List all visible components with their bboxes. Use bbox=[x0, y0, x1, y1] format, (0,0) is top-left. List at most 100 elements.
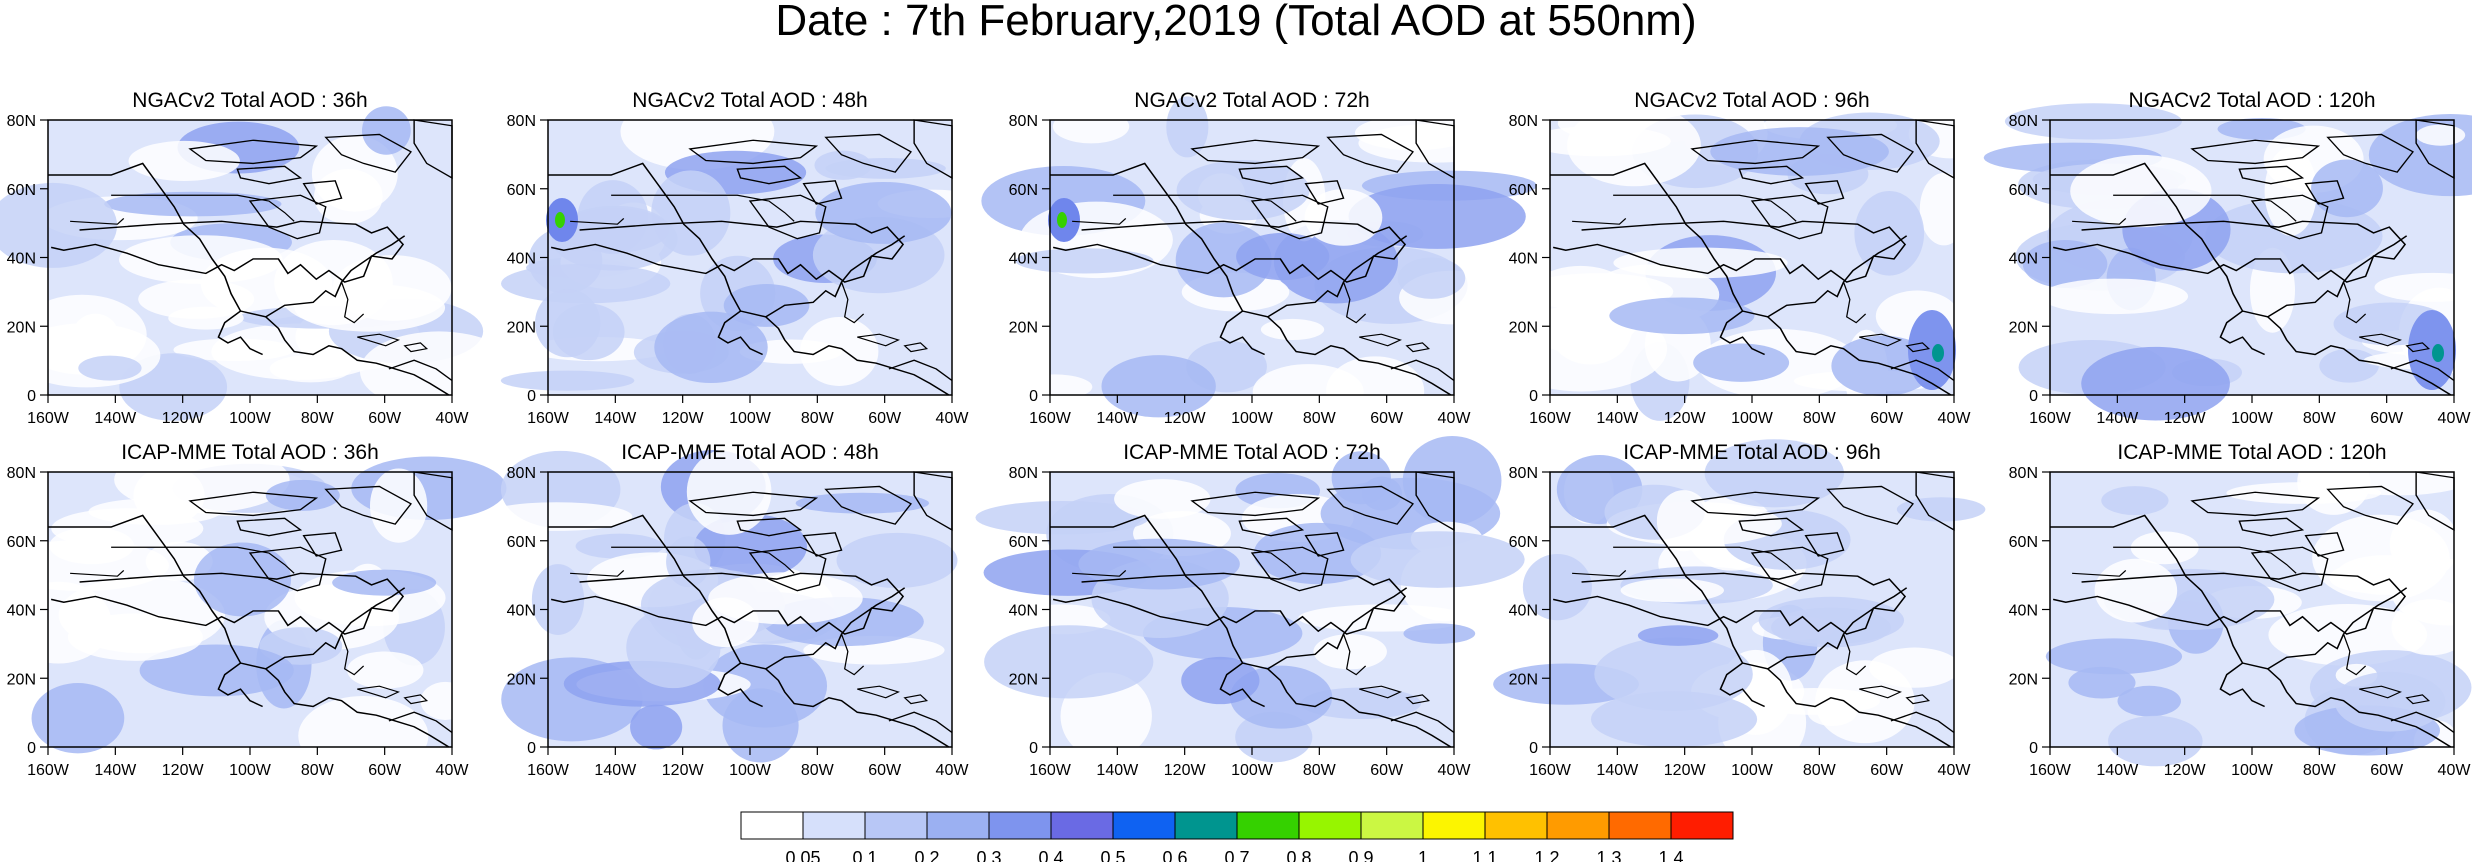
panel-title: NGACv2 Total AOD : 48h bbox=[632, 89, 867, 112]
lon-tick-label: 80W bbox=[1303, 762, 1337, 779]
lat-tick-label: 80N bbox=[1009, 465, 1038, 482]
lon-tick-label: 60W bbox=[368, 410, 402, 427]
lat-tick-label: 0 bbox=[2029, 740, 2038, 757]
lat-tick-label: 0 bbox=[27, 388, 36, 405]
lon-tick-label: 160W bbox=[527, 762, 570, 779]
lat-tick-label: 60N bbox=[2009, 182, 2038, 199]
lat-tick-label: 20N bbox=[1509, 319, 1538, 336]
colorbar-swatch bbox=[1050, 811, 1114, 840]
lat-tick-label: 80N bbox=[7, 465, 36, 482]
lon-tick-label: 140W bbox=[594, 762, 637, 779]
lon-tick-label: 60W bbox=[1370, 410, 1404, 427]
colorbar-swatch bbox=[1174, 811, 1238, 840]
colorbar-label: 1.2 bbox=[1534, 848, 1559, 862]
lon-tick-label: 40W bbox=[1438, 762, 1472, 779]
lat-tick-label: 40N bbox=[1509, 603, 1538, 620]
colorbar-swatch bbox=[1608, 811, 1672, 840]
lat-tick-label: 20N bbox=[7, 671, 36, 688]
lon-tick-label: 160W bbox=[1529, 762, 1572, 779]
lon-tick-label: 160W bbox=[2029, 762, 2072, 779]
lon-tick-label: 120W bbox=[1164, 410, 1207, 427]
lat-tick-label: 60N bbox=[7, 534, 36, 551]
map-panel: NGACv2 Total AOD : 48h 0 20N 40N 60N 80N 160W 1… bbox=[500, 89, 987, 427]
colorbar-label: 0.1 bbox=[852, 848, 877, 862]
colorbar-swatch bbox=[1422, 811, 1486, 840]
lat-tick-label: 80N bbox=[2009, 465, 2038, 482]
lon-tick-label: 120W bbox=[1664, 762, 1707, 779]
lat-tick-label: 0 bbox=[527, 388, 536, 405]
colorbar-swatch bbox=[1236, 811, 1300, 840]
lon-tick-label: 80W bbox=[1803, 762, 1837, 779]
lon-tick-label: 140W bbox=[94, 410, 137, 427]
lat-tick-label: 80N bbox=[1509, 465, 1538, 482]
lon-tick-label: 120W bbox=[162, 410, 205, 427]
lat-tick-label: 20N bbox=[2009, 319, 2038, 336]
lon-tick-label: 160W bbox=[1029, 410, 1072, 427]
lon-tick-label: 40W bbox=[1938, 762, 1972, 779]
lat-tick-label: 20N bbox=[7, 319, 36, 336]
lat-tick-label: 0 bbox=[1029, 740, 1038, 757]
lon-tick-label: 60W bbox=[1870, 410, 1904, 427]
map-panel: ICAP-MME Total AOD : 72h 0 20N 40N 60N 80N 160… bbox=[975, 436, 1525, 779]
lon-tick-label: 40W bbox=[936, 410, 970, 427]
panel-title: NGACv2 Total AOD : 36h bbox=[132, 89, 367, 112]
lon-tick-label: 100W bbox=[729, 762, 772, 779]
lon-tick-label: 80W bbox=[801, 762, 835, 779]
lon-tick-label: 120W bbox=[2164, 762, 2207, 779]
lon-tick-label: 80W bbox=[1803, 410, 1837, 427]
lat-tick-label: 60N bbox=[507, 182, 536, 199]
lat-tick-label: 40N bbox=[7, 603, 36, 620]
colorbar-label: 0.6 bbox=[1162, 848, 1187, 862]
map-panel: ICAP-MME Total AOD : 96h 0 20N 40N 60N 80N 160… bbox=[1493, 439, 1986, 779]
lon-tick-label: 60W bbox=[868, 410, 902, 427]
lat-tick-label: 20N bbox=[507, 319, 536, 336]
lon-tick-label: 100W bbox=[229, 762, 272, 779]
lon-tick-label: 60W bbox=[1370, 762, 1404, 779]
colorbar-label: 0.7 bbox=[1224, 848, 1249, 862]
colorbar-swatch bbox=[1112, 811, 1176, 840]
lat-tick-label: 40N bbox=[2009, 251, 2038, 268]
lon-tick-label: 40W bbox=[436, 762, 470, 779]
colorbar-swatch bbox=[802, 811, 866, 840]
lon-tick-label: 60W bbox=[1870, 762, 1904, 779]
lat-tick-label: 40N bbox=[507, 251, 536, 268]
panel-title: NGACv2 Total AOD : 96h bbox=[1634, 89, 1869, 112]
lon-tick-label: 40W bbox=[1438, 410, 1472, 427]
lon-tick-label: 40W bbox=[436, 410, 470, 427]
lon-tick-label: 140W bbox=[2096, 762, 2139, 779]
colorbar-swatch bbox=[1298, 811, 1362, 840]
panel-title: ICAP-MME Total AOD : 72h bbox=[1123, 441, 1381, 464]
colorbar-label: 0.8 bbox=[1286, 848, 1311, 862]
colorbar-label: 1.3 bbox=[1596, 848, 1621, 862]
lat-tick-label: 0 bbox=[527, 740, 536, 757]
lon-tick-label: 120W bbox=[1164, 762, 1207, 779]
figure-title: Date : 7th February,2019 (Total AOD at 5… bbox=[775, 0, 1697, 45]
colorbar-label: 0.4 bbox=[1038, 848, 1063, 862]
panel-title: ICAP-MME Total AOD : 120h bbox=[2117, 441, 2386, 464]
lat-tick-label: 40N bbox=[1009, 251, 1038, 268]
panel-title: NGACv2 Total AOD : 120h bbox=[2128, 89, 2375, 112]
lon-tick-label: 80W bbox=[801, 410, 835, 427]
lat-tick-label: 40N bbox=[507, 603, 536, 620]
lon-tick-label: 140W bbox=[1596, 410, 1639, 427]
lon-tick-label: 120W bbox=[162, 762, 205, 779]
map-panel: NGACv2 Total AOD : 36h 0 20N 40N 60N 80N 160W 1… bbox=[0, 89, 518, 427]
lon-tick-label: 40W bbox=[936, 762, 970, 779]
lon-tick-label: 140W bbox=[94, 762, 137, 779]
lat-tick-label: 60N bbox=[2009, 534, 2038, 551]
lon-tick-label: 120W bbox=[1664, 410, 1707, 427]
map-panel: NGACv2 Total AOD : 120h 0 20N 40N 60N 80N 160W… bbox=[1983, 89, 2472, 427]
colorbar-label: 1 bbox=[1418, 848, 1428, 862]
colorbar-label: 0.05 bbox=[785, 848, 820, 862]
lat-tick-label: 0 bbox=[1529, 740, 1538, 757]
lat-tick-label: 60N bbox=[1509, 534, 1538, 551]
lat-tick-label: 20N bbox=[507, 671, 536, 688]
lon-tick-label: 160W bbox=[27, 762, 70, 779]
colorbar-label: 1.1 bbox=[1472, 848, 1497, 862]
lat-tick-label: 80N bbox=[2009, 113, 2038, 130]
lon-tick-label: 80W bbox=[2303, 762, 2337, 779]
lat-tick-label: 80N bbox=[507, 113, 536, 130]
lon-tick-label: 40W bbox=[2438, 762, 2472, 779]
